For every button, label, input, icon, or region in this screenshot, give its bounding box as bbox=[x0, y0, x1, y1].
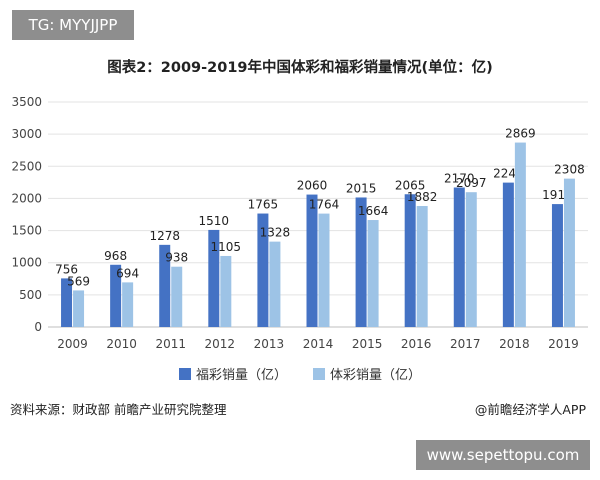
data-label: 1764 bbox=[309, 198, 340, 212]
data-label: 938 bbox=[165, 251, 188, 265]
bar-sports bbox=[269, 241, 281, 327]
bar-welfare bbox=[355, 197, 367, 327]
legend-item-sports: 体彩销量（亿） bbox=[313, 364, 421, 383]
x-tick-label: 2010 bbox=[106, 337, 137, 351]
y-tick-label: 3000 bbox=[11, 127, 42, 141]
data-label: 2060 bbox=[297, 179, 328, 193]
bar-sports bbox=[514, 142, 526, 327]
data-label: 2308 bbox=[554, 163, 585, 177]
bar-welfare bbox=[208, 229, 220, 327]
data-label: 2015 bbox=[346, 181, 377, 195]
bar-sports bbox=[318, 213, 330, 327]
bar-sports bbox=[73, 290, 85, 327]
x-tick-label: 2009 bbox=[57, 337, 88, 351]
data-label: 1765 bbox=[248, 198, 279, 212]
x-tick-label: 2016 bbox=[401, 337, 432, 351]
data-label: 1664 bbox=[358, 204, 389, 218]
legend-label-welfare: 福彩销量（亿） bbox=[195, 368, 287, 383]
bar-welfare bbox=[551, 204, 563, 327]
bar-sports bbox=[465, 192, 477, 327]
data-label: 1882 bbox=[407, 190, 438, 204]
data-label: 1105 bbox=[211, 240, 242, 254]
data-label: 968 bbox=[104, 249, 127, 263]
bar-welfare bbox=[453, 187, 465, 327]
data-label: 1510 bbox=[199, 214, 230, 228]
legend-swatch-welfare bbox=[178, 367, 191, 380]
chart-legend: 福彩销量（亿） 体彩销量（亿） bbox=[0, 364, 600, 383]
data-label: 1328 bbox=[260, 226, 291, 240]
legend-label-sports: 体彩销量（亿） bbox=[330, 368, 422, 383]
watermark-tag: TG: MYYJJPP bbox=[12, 10, 134, 40]
data-label: 756 bbox=[55, 262, 78, 276]
x-tick-label: 2019 bbox=[548, 337, 579, 351]
bar-sports bbox=[416, 206, 428, 327]
x-tick-label: 2014 bbox=[303, 337, 334, 351]
bar-welfare bbox=[159, 244, 171, 327]
data-label: 2869 bbox=[505, 127, 536, 141]
x-tick-label: 2018 bbox=[499, 337, 530, 351]
bar-sports bbox=[171, 266, 183, 327]
credit-note: @前瞻经济学人APP bbox=[474, 402, 586, 417]
y-tick-label: 2000 bbox=[11, 191, 42, 205]
data-label: 569 bbox=[67, 274, 90, 288]
bar-welfare bbox=[257, 213, 269, 327]
source-note: 资料来源：财政部 前瞻产业研究院整理 bbox=[10, 402, 227, 417]
x-tick-label: 2017 bbox=[450, 337, 481, 351]
bar-welfare bbox=[502, 182, 514, 327]
x-tick-label: 2013 bbox=[254, 337, 285, 351]
bar-welfare bbox=[61, 278, 73, 327]
bar-sports bbox=[220, 255, 232, 327]
y-tick-label: 1500 bbox=[11, 224, 42, 238]
y-tick-label: 0 bbox=[34, 320, 42, 334]
bar-welfare bbox=[110, 264, 122, 327]
bar-welfare bbox=[306, 194, 318, 327]
bar-welfare bbox=[404, 194, 416, 327]
x-tick-label: 2011 bbox=[155, 337, 186, 351]
bar-sports bbox=[367, 220, 379, 327]
data-label: 694 bbox=[116, 266, 139, 280]
y-tick-label: 3500 bbox=[11, 95, 42, 109]
x-tick-label: 2015 bbox=[352, 337, 383, 351]
bar-sports bbox=[122, 282, 134, 327]
site-watermark: www.sepettopu.com bbox=[416, 440, 590, 470]
y-tick-label: 1000 bbox=[11, 256, 42, 270]
bar-sports bbox=[563, 178, 575, 327]
data-label: 2097 bbox=[456, 176, 487, 190]
y-tick-label: 2500 bbox=[11, 159, 42, 173]
data-label: 2170 bbox=[444, 172, 475, 186]
legend-swatch-sports bbox=[313, 367, 325, 380]
chart-title: 图表2：2009-2019年中国体彩和福彩销量情况(单位：亿) bbox=[107, 60, 493, 76]
data-label: 1278 bbox=[149, 229, 180, 243]
y-tick-label: 500 bbox=[19, 288, 42, 302]
data-label: 2065 bbox=[395, 178, 426, 192]
legend-item-welfare: 福彩销量（亿） bbox=[178, 364, 287, 383]
x-tick-label: 2012 bbox=[205, 337, 236, 351]
